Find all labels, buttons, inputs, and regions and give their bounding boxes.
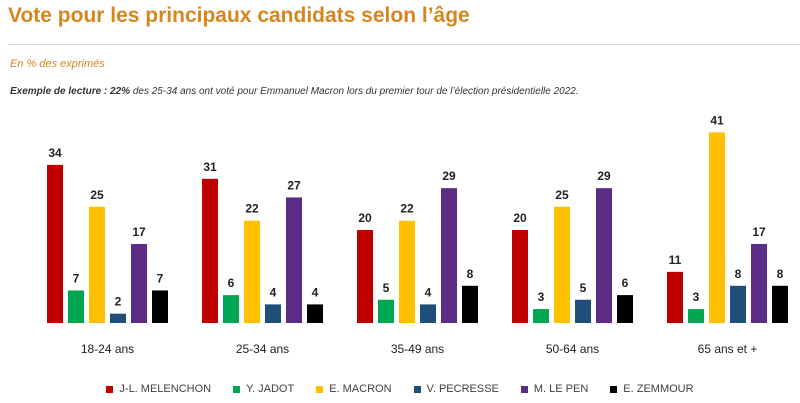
legend-item: M. LE PEN	[520, 383, 589, 395]
title-divider	[8, 44, 800, 45]
bar-e-macron-25-34-ans	[244, 220, 260, 323]
chart-title: Vote pour les principaux candidats selon…	[8, 4, 470, 27]
category-label: 25-34 ans	[236, 342, 289, 356]
legend-label: M. LE PEN	[533, 383, 589, 395]
legend-swatch	[106, 385, 114, 393]
category-label: 50-64 ans	[546, 342, 599, 356]
data-label: 2	[115, 295, 122, 309]
bar-j-l-melenchon-50-64-ans	[512, 230, 528, 323]
bar-y-jadot-35-49-ans	[378, 299, 394, 323]
bar-j-l-melenchon-65-ans-et-	[667, 271, 683, 323]
bar-e-zemmour-25-34-ans	[307, 304, 323, 323]
bar-e-zemmour-18-24-ans	[152, 290, 168, 323]
bar-m-le-pen-65-ans-et-	[751, 243, 767, 323]
legend-swatch	[233, 385, 241, 393]
bar-y-jadot-65-ans-et-	[688, 309, 704, 323]
data-label: 25	[555, 188, 569, 202]
data-label: 8	[777, 267, 784, 281]
reading-example-text: des 25-34 ans ont voté pour Emmanuel Mac…	[130, 86, 579, 97]
legend-label: E. MACRON	[329, 383, 392, 395]
data-label: 7	[157, 271, 164, 285]
bar-y-jadot-50-64-ans	[533, 309, 549, 323]
legend-label: Y. JADOT	[246, 383, 295, 395]
legend-item: V. PECRESSE	[413, 383, 499, 395]
bar-e-zemmour-35-49-ans	[462, 285, 478, 323]
data-label: 6	[622, 276, 629, 290]
data-label: 4	[425, 285, 432, 299]
data-label: 11	[669, 253, 682, 267]
bar-m-le-pen-35-49-ans	[441, 188, 457, 323]
chart-subtitle: En % des exprimés	[10, 58, 105, 70]
data-label: 4	[270, 285, 277, 299]
legend-swatch	[413, 385, 421, 393]
data-label: 5	[580, 281, 587, 295]
legend-swatch	[610, 385, 618, 393]
bar-y-jadot-25-34-ans	[223, 295, 239, 323]
bar-e-macron-18-24-ans	[89, 206, 105, 323]
bar-m-le-pen-18-24-ans	[131, 243, 147, 323]
data-label: 20	[513, 211, 527, 225]
bar-v-pecresse-18-24-ans	[110, 313, 126, 323]
data-label: 8	[735, 267, 742, 281]
bar-e-macron-50-64-ans	[554, 206, 570, 323]
legend-label: V. PECRESSE	[426, 383, 499, 395]
data-label: 20	[358, 211, 372, 225]
chart-legend: J-L. MELENCHON Y. JADOT E. MACRON V. PECRES…	[0, 383, 800, 395]
data-label: 29	[442, 169, 456, 183]
legend-swatch	[520, 385, 528, 393]
bar-e-macron-65-ans-et-	[709, 132, 725, 323]
bar-j-l-melenchon-35-49-ans	[357, 230, 373, 323]
data-label: 7	[73, 271, 80, 285]
data-label: 22	[245, 202, 259, 216]
category-label: 35-49 ans	[391, 342, 444, 356]
data-label: 4	[312, 285, 319, 299]
category-label: 65 ans et +	[698, 342, 758, 356]
data-label: 25	[90, 188, 104, 202]
data-label: 41	[710, 113, 724, 127]
bar-j-l-melenchon-25-34-ans	[202, 178, 218, 323]
data-label: 29	[597, 169, 611, 183]
legend-item: E. ZEMMOUR	[610, 383, 694, 395]
legend-item: J-L. MELENCHON	[106, 383, 211, 395]
legend-swatch	[316, 385, 324, 393]
data-label: 3	[693, 290, 700, 304]
data-label: 31	[203, 160, 217, 174]
bar-e-macron-35-49-ans	[399, 220, 415, 323]
data-label: 5	[383, 281, 390, 295]
data-label: 3	[538, 290, 545, 304]
legend-label: E. ZEMMOUR	[623, 383, 694, 395]
data-label: 22	[400, 202, 414, 216]
reading-example: Exemple de lecture : 22% des 25-34 ans o…	[10, 86, 579, 97]
legend-item: E. MACRON	[316, 383, 392, 395]
bar-v-pecresse-35-49-ans	[420, 304, 436, 323]
legend-label: J-L. MELENCHON	[119, 383, 212, 395]
reading-example-bold: Exemple de lecture : 22%	[10, 86, 131, 97]
bar-y-jadot-18-24-ans	[68, 290, 84, 323]
bar-v-pecresse-50-64-ans	[575, 299, 591, 323]
data-label: 34	[48, 146, 62, 160]
bar-j-l-melenchon-18-24-ans	[47, 164, 63, 323]
bar-e-zemmour-65-ans-et-	[772, 285, 788, 323]
data-label: 17	[132, 225, 146, 239]
bar-v-pecresse-65-ans-et-	[730, 285, 746, 323]
bar-m-le-pen-50-64-ans	[596, 188, 612, 323]
bar-m-le-pen-25-34-ans	[286, 197, 302, 323]
category-label: 18-24 ans	[81, 342, 134, 356]
data-label: 8	[467, 267, 474, 281]
bar-e-zemmour-50-64-ans	[617, 295, 633, 323]
data-label: 6	[228, 276, 235, 290]
bar-v-pecresse-25-34-ans	[265, 304, 281, 323]
data-label: 27	[287, 178, 301, 192]
data-label: 17	[752, 225, 766, 239]
legend-item: Y. JADOT	[233, 383, 294, 395]
